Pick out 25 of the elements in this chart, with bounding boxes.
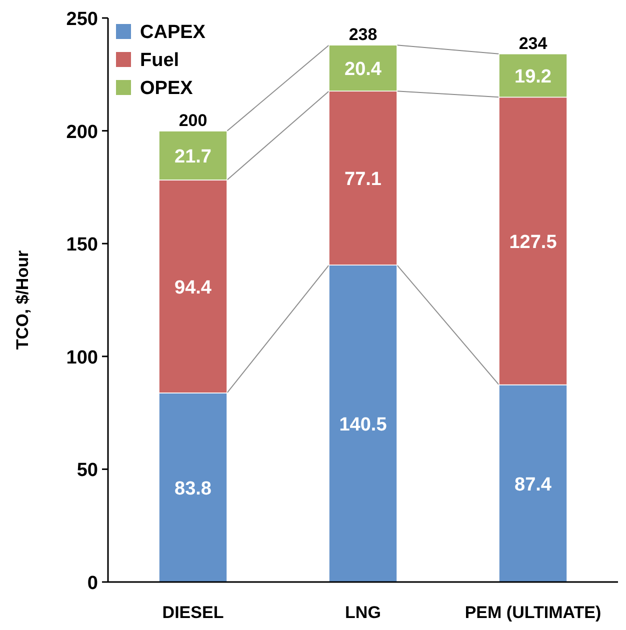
y-tick-label: 50 xyxy=(76,460,98,482)
x-tick-label: PEM (ULTIMATE) xyxy=(464,603,602,622)
y-tick-label: 150 xyxy=(66,234,98,256)
data-label: 20.4 xyxy=(344,59,382,80)
y-tick-label: 250 xyxy=(66,9,98,30)
y-axis-title: TCO, $/Hour xyxy=(13,250,32,350)
y-tick-label: 100 xyxy=(66,347,98,368)
total-label: 200 xyxy=(178,111,208,130)
x-tick-label: DIESEL xyxy=(162,603,224,622)
legend-label: CAPEX xyxy=(140,22,206,43)
data-label: 83.8 xyxy=(174,478,212,500)
legend-label: OPEX xyxy=(140,78,194,99)
y-tick-label: 200 xyxy=(66,122,98,143)
data-label: 87.4 xyxy=(514,474,552,496)
total-label: 238 xyxy=(348,25,378,44)
data-label: 21.7 xyxy=(174,146,212,168)
x-tick-label: LNG xyxy=(345,603,381,622)
y-tick-label: 0 xyxy=(87,573,98,594)
data-label: 19.2 xyxy=(514,66,552,88)
data-label: 94.4 xyxy=(174,277,212,298)
data-label: 140.5 xyxy=(339,414,388,436)
legend-label: Fuel xyxy=(140,50,180,71)
total-label: 234 xyxy=(518,34,548,53)
data-label: 77.1 xyxy=(344,169,382,190)
data-label: 127.5 xyxy=(509,232,558,254)
